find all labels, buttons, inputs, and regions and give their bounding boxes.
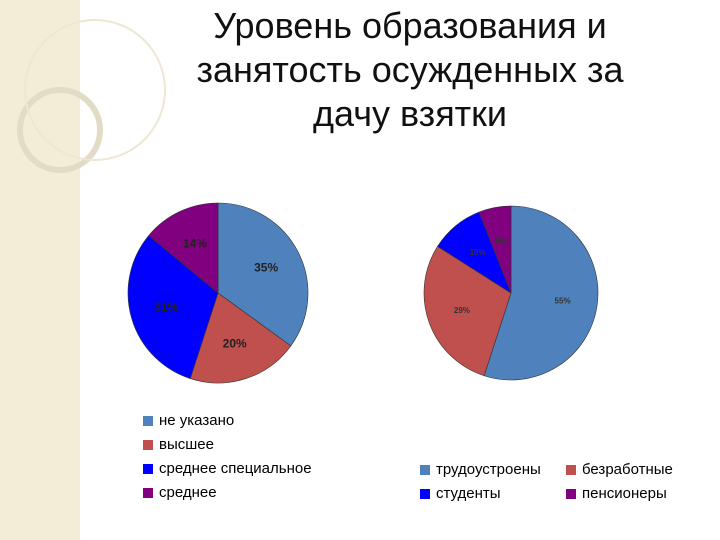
legend-label: пенсионеры bbox=[582, 485, 667, 502]
decor-circle bbox=[17, 87, 103, 173]
decor-circle bbox=[24, 19, 166, 161]
data-label: 31% bbox=[154, 300, 178, 314]
legend-label: высшее bbox=[159, 436, 214, 453]
pie-slice bbox=[423, 245, 512, 377]
pie-slice bbox=[189, 292, 292, 384]
legend-label: среднее bbox=[159, 484, 217, 501]
legend-label: среднее специальное bbox=[159, 460, 312, 477]
data-label: 55% bbox=[555, 296, 571, 305]
legend-label: не указано bbox=[159, 412, 234, 429]
pie-slice bbox=[217, 202, 309, 347]
pie-slice bbox=[483, 205, 599, 381]
data-label: 29% bbox=[454, 306, 470, 315]
legend-swatch bbox=[143, 416, 153, 426]
legend-label: студенты bbox=[436, 485, 501, 502]
slide-title: Уровень образования и занятость осужденн… bbox=[196, 5, 624, 134]
legend-swatch bbox=[143, 488, 153, 498]
legend-label: трудоустроены bbox=[436, 461, 541, 478]
data-label: 6% bbox=[495, 237, 507, 246]
pie-slice bbox=[478, 205, 512, 294]
data-label: 20% bbox=[223, 337, 247, 351]
legend-swatch bbox=[420, 465, 430, 475]
legend-swatch bbox=[420, 489, 430, 499]
pie-slice bbox=[127, 235, 219, 379]
side-strip bbox=[0, 0, 80, 540]
data-label: 35% bbox=[254, 261, 278, 275]
pie-slice bbox=[148, 202, 219, 294]
legend-swatch bbox=[566, 465, 576, 475]
data-label: 14% bbox=[183, 236, 207, 250]
legend-swatch bbox=[143, 464, 153, 474]
legend-label: безработные bbox=[582, 461, 673, 478]
data-label: 10% bbox=[470, 248, 486, 257]
legend-swatch bbox=[566, 489, 576, 499]
legend-swatch bbox=[143, 440, 153, 450]
